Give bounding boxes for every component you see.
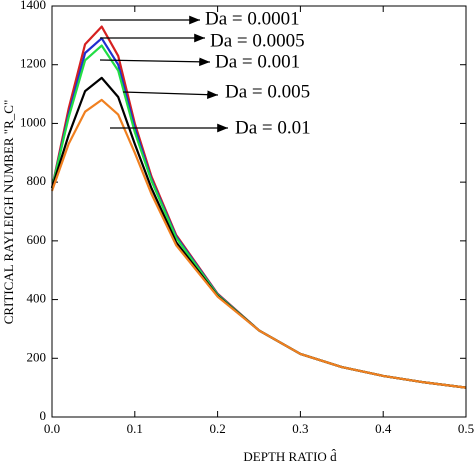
series-label: Da = 0.0001 [205,8,300,29]
x-tick-label: 0.5 [458,421,474,436]
annotation-arrow [99,57,211,67]
y-tick-label: 1400 [20,0,46,12]
series-line [50,98,467,389]
series-label: Da = 0.001 [215,51,300,72]
series-label: Da = 0.01 [235,117,311,138]
series-label: Da = 0.005 [225,81,310,102]
annotation-arrow [122,90,219,99]
y-tick-label: 1200 [20,56,46,71]
x-tick-label: 0.0 [44,421,60,436]
y-tick-label: 200 [27,349,47,364]
x-tick-label: 0.1 [127,421,143,436]
y-tick-label: 600 [27,232,47,247]
y-tick-label: 400 [27,291,47,306]
x-axis-label: DEPTH RATIO d̂ [243,449,337,464]
series-label: Da = 0.0005 [210,30,305,51]
y-axis-label: CRITICAL RAYLEIGH NUMBER "R_C" [1,100,16,325]
x-tick-label: 0.4 [375,421,392,436]
x-tick-label: 0.3 [292,421,308,436]
x-tick-label: 0.2 [209,421,225,436]
y-tick-label: 1000 [20,114,46,129]
y-tick-label: 0 [40,408,47,423]
y-tick-label: 800 [27,173,47,188]
plot-frame [51,5,467,418]
